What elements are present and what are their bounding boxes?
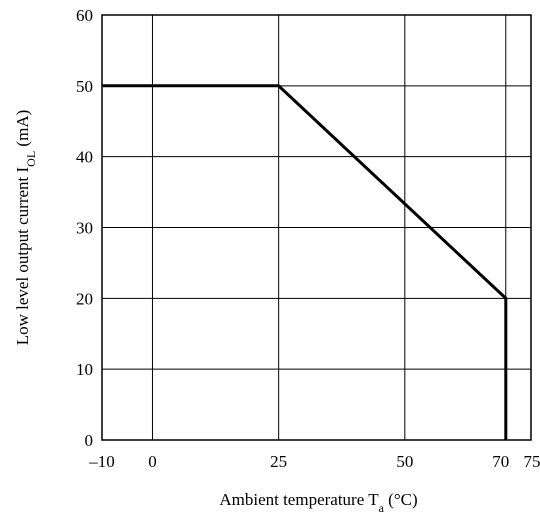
y-axis-label: Low level output current IOL (mA) xyxy=(13,110,38,346)
plot-frame xyxy=(101,14,532,441)
series-layer xyxy=(102,84,508,440)
y-tick-label: 10 xyxy=(76,360,93,379)
x-axis-label: Ambient temperature Ta (°C) xyxy=(219,490,417,515)
y-tick-label: 30 xyxy=(76,219,93,238)
y-tick-label: 20 xyxy=(76,289,93,308)
x-tick-label: 70 xyxy=(492,452,509,471)
series-line-0 xyxy=(102,84,508,440)
y-tick-labels: 0 10 20 30 40 50 60 xyxy=(76,6,93,450)
y-axis-label-unit: (mA) xyxy=(13,110,32,151)
x-axis-label-subscript: a xyxy=(379,501,385,515)
x-tick-label: 0 xyxy=(148,452,157,471)
y-tick-label: 40 xyxy=(76,148,93,167)
y-axis-label-subscript: OL xyxy=(24,151,38,167)
y-tick-label: 0 xyxy=(85,431,94,450)
x-axis-label-unit: (°C) xyxy=(384,490,418,509)
x-axis-label-main: Ambient temperature T xyxy=(219,490,379,509)
y-axis-label-main: Low level output current I xyxy=(13,166,32,345)
grid-lines xyxy=(102,15,531,440)
x-tick-label: 25 xyxy=(270,452,287,471)
x-tick-label: –10 xyxy=(88,452,115,471)
y-tick-label: 50 xyxy=(76,77,93,96)
x-tick-labels: –10 0 25 50 70 75 xyxy=(88,452,540,471)
x-tick-label: 50 xyxy=(396,452,413,471)
x-tick-label: 75 xyxy=(524,452,540,471)
y-tick-label: 60 xyxy=(76,6,93,25)
